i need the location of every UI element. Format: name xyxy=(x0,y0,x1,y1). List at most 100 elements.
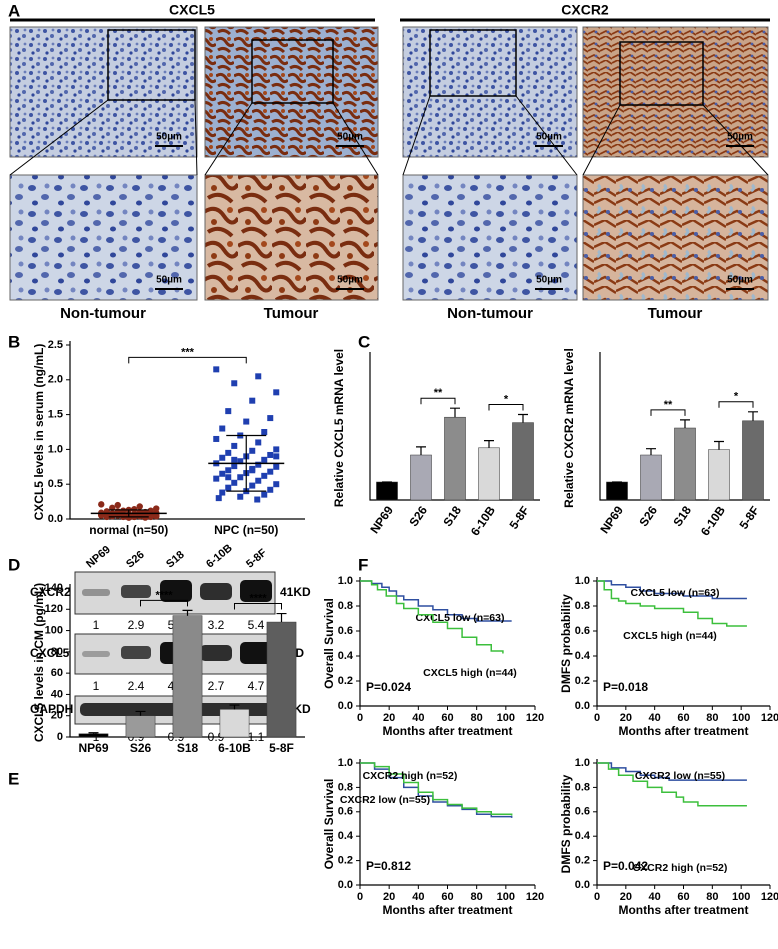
point xyxy=(131,513,138,520)
error-bar xyxy=(450,407,460,418)
point xyxy=(219,454,226,461)
error-bar xyxy=(88,732,99,734)
point xyxy=(243,418,250,425)
y-tick-label: 0.2 xyxy=(575,855,590,867)
point xyxy=(219,489,226,496)
bar xyxy=(266,621,297,738)
significance-bracket xyxy=(488,404,524,411)
x-tick-label: 100 xyxy=(732,712,750,724)
point xyxy=(255,461,262,468)
y-tick-label: 0.4 xyxy=(575,650,591,662)
x-tick-label: S18 xyxy=(670,503,694,529)
x-tick-label: 80 xyxy=(706,891,718,903)
x-axis-title: Months after treatment xyxy=(618,724,748,738)
bar xyxy=(742,420,764,501)
x-tick-label: normal (n=50) xyxy=(89,523,168,537)
y-tick-label: 140 xyxy=(45,582,63,594)
survival-curve xyxy=(360,580,512,622)
point xyxy=(273,481,280,488)
survival-curve xyxy=(597,580,747,600)
x-tick-label: 20 xyxy=(383,891,395,903)
point xyxy=(249,447,256,454)
x-tick-label: NP69 xyxy=(597,503,626,536)
x-tick-label: 40 xyxy=(412,712,424,724)
bar xyxy=(640,454,662,501)
point xyxy=(225,449,232,456)
y-tick-label: 1.0 xyxy=(338,757,353,769)
band xyxy=(240,642,272,664)
y-tick-label: 1.5 xyxy=(48,409,63,421)
size-label: 41KD xyxy=(280,585,311,599)
significance-label: ** xyxy=(434,387,443,399)
lane-label: 6-10B xyxy=(204,542,235,570)
y-tick-label: 60 xyxy=(51,667,63,679)
y-tick-label: 2.0 xyxy=(48,374,63,386)
y-tick-label: 0.0 xyxy=(575,700,590,712)
point xyxy=(213,475,220,482)
point xyxy=(267,486,274,493)
point xyxy=(273,463,280,470)
legend-label: CXCR2 low (n=55) xyxy=(635,770,725,782)
point xyxy=(261,456,268,463)
y-axis-title: Relative CXCL5 mRNA level xyxy=(332,349,346,507)
significance-label: **** xyxy=(249,592,267,604)
point xyxy=(255,373,262,380)
lane-label: NP69 xyxy=(84,544,113,571)
x-tick-label: 6-10B xyxy=(468,503,498,538)
point xyxy=(225,474,232,481)
scale-bar-label: 50µm xyxy=(536,275,562,286)
point xyxy=(103,513,110,520)
x-tick-label: 80 xyxy=(471,891,483,903)
column-header: CXCL5 xyxy=(169,2,215,18)
point xyxy=(254,496,261,503)
p-value: P=0.812 xyxy=(366,859,411,873)
scale-bar-label: 50µm xyxy=(536,132,562,143)
x-tick-label: 60 xyxy=(441,712,453,724)
y-tick-label: 0.8 xyxy=(338,600,353,612)
x-tick-label: 40 xyxy=(412,891,424,903)
y-tick-label: 0.0 xyxy=(338,879,353,891)
panel-label: F xyxy=(358,555,368,574)
x-tick-label: 5-8F xyxy=(269,741,294,755)
lane-label: S18 xyxy=(164,549,187,571)
significance-label: * xyxy=(504,393,509,405)
x-tick-label: 120 xyxy=(526,712,544,724)
legend-label: CXCR2 high (n=52) xyxy=(633,862,728,874)
x-tick-label: 100 xyxy=(497,891,515,903)
point xyxy=(273,389,280,396)
quant-label: 2.9 xyxy=(128,618,145,632)
band xyxy=(121,585,151,598)
x-tick-label: 60 xyxy=(677,712,689,724)
significance-label: *** xyxy=(181,346,195,358)
column-label: Non-tumour xyxy=(60,305,146,322)
histology-image xyxy=(582,174,769,301)
y-tick-label: 0.8 xyxy=(575,600,590,612)
x-tick-label: 40 xyxy=(649,891,661,903)
y-tick-label: 0.8 xyxy=(338,781,353,793)
point xyxy=(213,366,220,373)
point xyxy=(225,484,232,491)
point xyxy=(255,439,262,446)
significance-bracket xyxy=(420,397,456,405)
bar xyxy=(376,481,398,501)
scale-bar-label: 50µm xyxy=(727,275,753,286)
x-tick-label: 100 xyxy=(497,712,515,724)
x-tick-label: 5-8F xyxy=(736,504,762,532)
point xyxy=(231,380,238,387)
scale-bar-label: 50µm xyxy=(337,132,363,143)
panel-label: B xyxy=(8,332,20,351)
bar xyxy=(478,447,500,501)
bar xyxy=(78,733,109,738)
bar xyxy=(674,427,696,501)
error-bar xyxy=(182,609,193,616)
x-tick-label: 20 xyxy=(383,712,395,724)
histology-image xyxy=(9,174,198,301)
y-tick-label: 0.4 xyxy=(338,830,354,842)
p-value: P=0.018 xyxy=(603,680,648,694)
x-tick-label: 120 xyxy=(761,712,778,724)
band xyxy=(200,645,232,661)
point xyxy=(261,429,268,435)
legend-label: CXCR2 low (n=55) xyxy=(340,794,430,806)
y-tick-label: 0.4 xyxy=(575,830,591,842)
bar xyxy=(172,615,203,738)
